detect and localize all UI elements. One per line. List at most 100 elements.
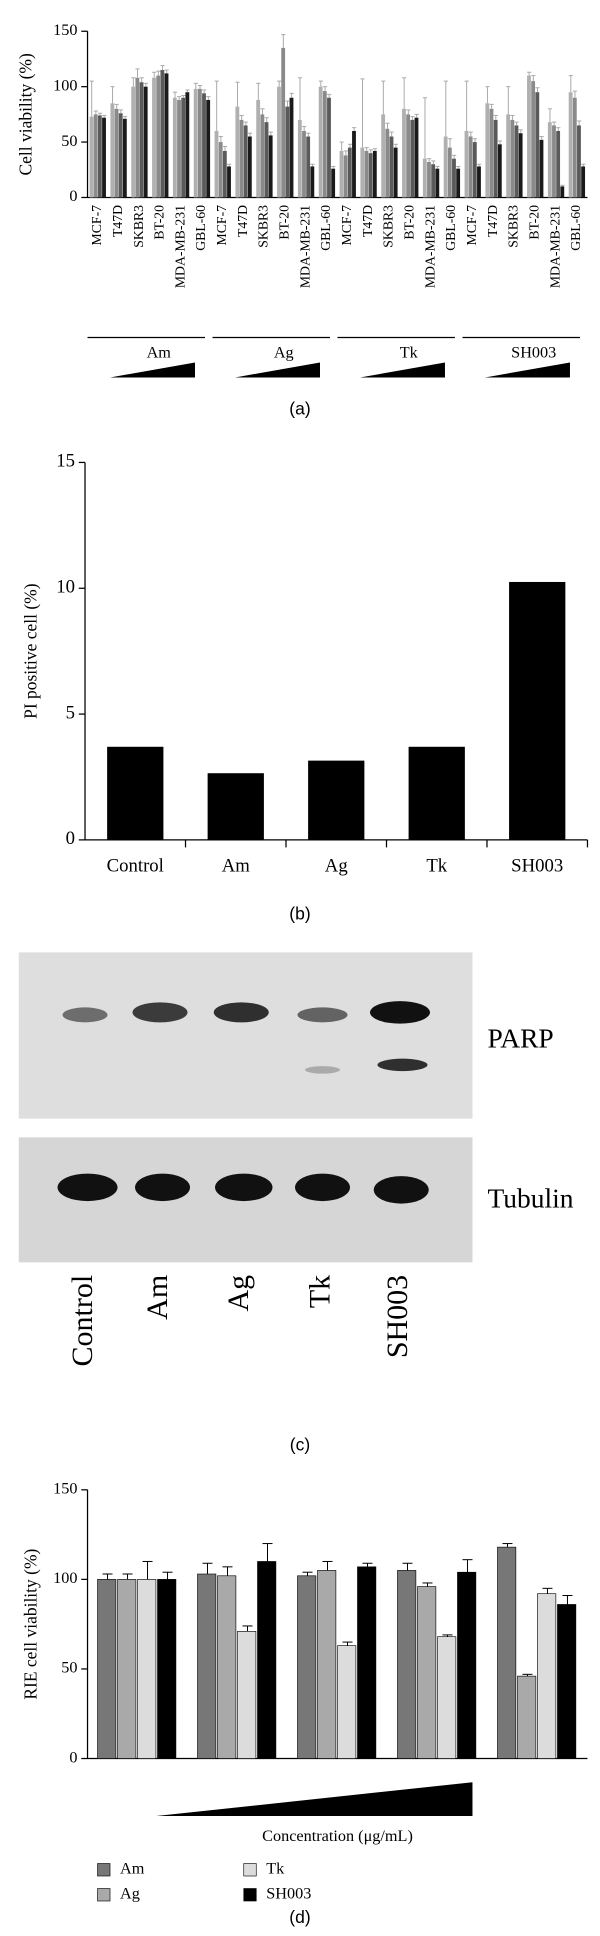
bar (347, 147, 352, 198)
x-tick-label: T47D (360, 205, 375, 237)
legend-swatch (243, 1863, 257, 1877)
legend-label: Ag (120, 1884, 140, 1902)
bar (485, 103, 490, 198)
bar (417, 1586, 437, 1759)
panel-label: (a) (289, 399, 310, 419)
x-tick-label: MDA-MB-231 (547, 205, 562, 288)
bar (214, 130, 219, 198)
bar (164, 73, 169, 198)
bar (143, 86, 148, 198)
bar (97, 115, 102, 198)
bar (268, 135, 273, 198)
concentration-wedge (235, 362, 320, 378)
x-tick-label: SKBR3 (381, 205, 396, 248)
bar (422, 158, 427, 198)
bar (406, 114, 411, 198)
x-tick-label: SKBR3 (256, 205, 271, 248)
x-tick-label: Am (222, 856, 251, 877)
bar (302, 130, 306, 198)
bar (552, 125, 556, 198)
bar (352, 130, 356, 198)
y-tick-label: 0 (66, 828, 75, 849)
legend-swatch (243, 1888, 257, 1902)
bar (227, 166, 231, 198)
bar (156, 75, 161, 198)
bar (239, 119, 244, 198)
x-tick-label: GBL-60 (568, 205, 583, 251)
bar (510, 119, 515, 198)
bar (381, 114, 386, 198)
bar (372, 150, 377, 198)
y-tick-label: 0 (69, 187, 77, 205)
bar (217, 1575, 237, 1759)
concentration-wedge (359, 362, 445, 378)
legend-swatch (97, 1863, 111, 1877)
bar (518, 133, 523, 198)
x-tick-label: GBL-60 (193, 205, 208, 251)
bar (135, 77, 140, 198)
bar (318, 86, 323, 198)
bar (489, 108, 494, 198)
bar (572, 97, 577, 198)
bar (97, 1579, 117, 1759)
bar (137, 1579, 157, 1759)
bar (389, 136, 394, 198)
bar (118, 113, 123, 198)
lane-label: Am (141, 1275, 174, 1320)
x-axis-label: Concentration (μg/mL) (262, 1827, 413, 1845)
bar (556, 130, 561, 198)
x-tick-label: MDA-MB-231 (172, 205, 187, 288)
bar (472, 142, 477, 198)
group-label: SH003 (511, 343, 556, 361)
bar (581, 166, 586, 198)
y-axis-label: PI positive cell (%) (21, 583, 41, 719)
bar (547, 122, 552, 198)
bar (537, 1593, 557, 1759)
bar (89, 116, 94, 198)
y-tick-label: 10 (56, 577, 75, 598)
bar (107, 746, 164, 840)
bar (527, 75, 531, 198)
legend-swatch (97, 1888, 111, 1902)
bar (257, 1561, 277, 1759)
bar (457, 1571, 477, 1759)
y-tick-label: 150 (53, 1480, 77, 1498)
y-tick-label: 50 (61, 1659, 77, 1677)
bar (160, 70, 165, 198)
x-tick-label: SKBR3 (131, 205, 146, 248)
bar (560, 186, 565, 198)
bar (185, 92, 190, 198)
x-tick-label: BT-20 (277, 205, 292, 240)
y-axis-label: RIE cell viability (%) (21, 1548, 41, 1699)
bar (93, 114, 98, 198)
x-tick-label: T47D (110, 205, 125, 237)
bar (577, 125, 581, 198)
blot-membrane (18, 952, 473, 1119)
bar (435, 168, 440, 198)
blot-bands (57, 1001, 430, 1204)
bar (264, 122, 269, 198)
x-tick-label: BT-20 (402, 205, 417, 240)
bar (327, 97, 331, 198)
lane-label: SH003 (381, 1275, 414, 1358)
bar (557, 1604, 577, 1759)
bar (402, 108, 406, 198)
bar (181, 97, 186, 198)
bar (357, 1566, 377, 1759)
x-tick-label: MCF-7 (214, 205, 229, 246)
bar (310, 166, 315, 198)
bar (172, 97, 177, 198)
bar (331, 168, 336, 198)
bar (539, 139, 544, 198)
panel-label: (c) (290, 1435, 310, 1455)
bar (297, 119, 302, 198)
bar (568, 92, 573, 198)
bar (285, 106, 290, 198)
bar (452, 158, 456, 198)
bar (197, 1573, 217, 1759)
bar (414, 117, 419, 198)
bar (506, 114, 511, 198)
bar (477, 166, 481, 198)
lane-label: Control (66, 1275, 99, 1367)
concentration-wedge (156, 1782, 473, 1817)
